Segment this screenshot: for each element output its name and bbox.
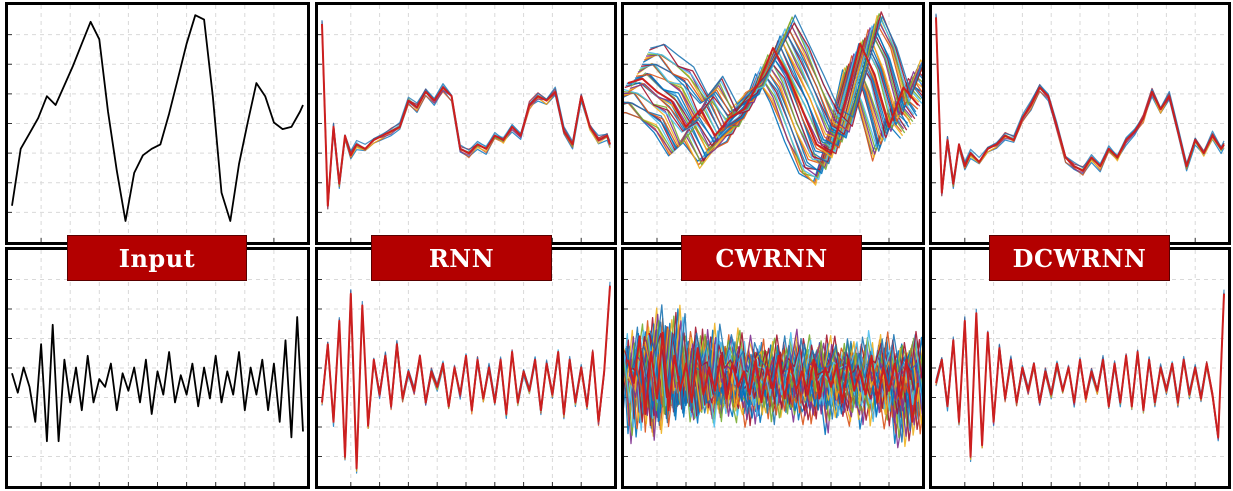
prediction-series-line xyxy=(321,285,611,470)
panel-cwrnn-top xyxy=(621,2,925,245)
candidate-series-line xyxy=(634,35,922,147)
panel-input-top xyxy=(5,2,310,245)
panel-rnn-bottom xyxy=(315,247,617,489)
panel-dcwrnn-top xyxy=(929,2,1231,245)
prediction-series-line xyxy=(321,23,611,207)
plot-input-top xyxy=(8,5,307,242)
prediction-series-line xyxy=(627,331,919,423)
prediction-series-line xyxy=(627,42,919,155)
label-dcwrnn: DCWRNN xyxy=(989,235,1170,281)
plot-rnn-top xyxy=(318,5,614,242)
label-cwrnn: CWRNN xyxy=(681,235,862,281)
panel-dcwrnn-bottom xyxy=(929,247,1231,489)
plot-cwrnn-bottom xyxy=(624,250,922,486)
candidate-series-line xyxy=(935,13,1225,191)
prediction-series-line xyxy=(935,17,1225,194)
plot-cwrnn-top xyxy=(624,5,922,242)
panel-cwrnn-bottom xyxy=(621,247,925,489)
candidate-series-line xyxy=(650,14,922,118)
prediction-series-line xyxy=(935,293,1225,458)
panel-rnn-top xyxy=(315,2,617,245)
input-series-line xyxy=(11,316,304,443)
panel-input-bottom xyxy=(5,247,310,489)
plot-rnn-bottom xyxy=(318,250,614,486)
plot-input-bottom xyxy=(8,250,307,486)
label-rnn: RNN xyxy=(371,235,552,281)
plot-dcwrnn-bottom xyxy=(932,250,1228,486)
candidate-series-line xyxy=(321,24,611,210)
candidate-series-line xyxy=(649,304,922,411)
label-input: Input xyxy=(67,235,247,281)
input-series-line xyxy=(11,14,304,222)
plot-dcwrnn-top xyxy=(932,5,1228,242)
